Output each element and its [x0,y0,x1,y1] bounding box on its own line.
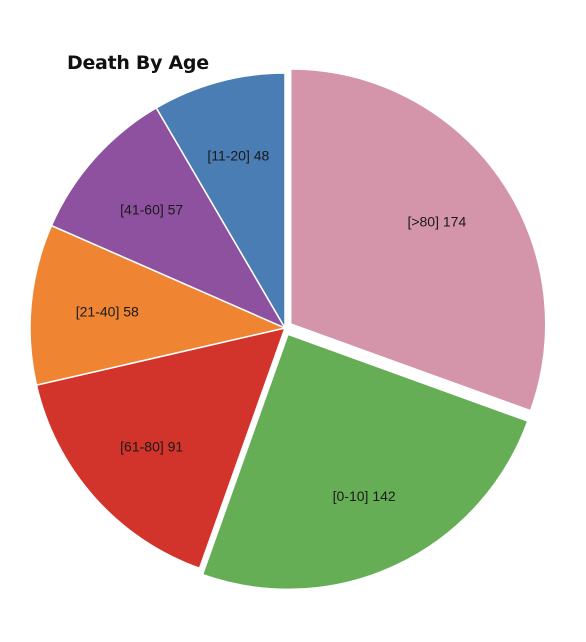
pie-slice-label-1: [0-10] 142 [333,488,396,504]
pie-slice-label-2: [61-80] 91 [120,439,183,455]
pie-slice-label-0: [>80] 174 [407,213,466,229]
pie-slice-label-5: [11-20] 48 [207,148,269,164]
pie-slice-label-4: [41-60] 57 [120,201,183,217]
pie-slice-3 [29,224,288,387]
pie-slice-1 [201,333,529,591]
pie-slice-2 [35,326,287,570]
pie-slice-0 [289,68,547,412]
chart-title: Death By Age [67,52,209,74]
pie-slice-label-3: [21-40] 58 [76,303,139,319]
pie-slice-4 [50,106,287,330]
pie-slice-5 [155,72,286,331]
